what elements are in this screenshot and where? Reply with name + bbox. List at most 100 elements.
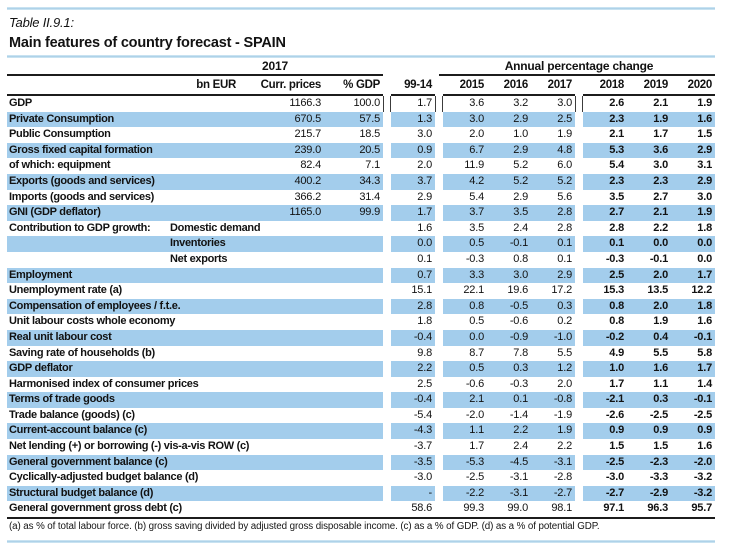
- column-gap: [383, 112, 391, 128]
- value-2020: 1.8: [697, 221, 712, 234]
- column-gap: [383, 127, 391, 143]
- column-gap: [383, 299, 391, 315]
- value-2018: 5.4: [609, 159, 624, 172]
- value-bn-eur: 1166.3: [289, 97, 321, 109]
- value-99-14: 0.1: [417, 252, 432, 265]
- value-2020: 0.9: [671, 423, 715, 440]
- value-pct-gdp: 99.9: [324, 205, 383, 221]
- table-row: Structural budget balance (d) - -2.2 -3.1 -2…: [7, 485, 715, 502]
- value-2017: 2.9: [531, 267, 575, 284]
- value-pct-gdp: 31.4: [359, 190, 380, 203]
- table-row: GDP 1166.3 100.0 1.7 3.6 3.2 3.0 2.6 2.1 1.9: [7, 96, 715, 112]
- value-2019: 2.2: [653, 221, 668, 234]
- value-99-14: -3.7: [413, 440, 432, 453]
- value-2018: 2.5: [583, 267, 627, 284]
- value-99-14: 2.9: [417, 190, 432, 203]
- value-2017: 0.2: [557, 315, 572, 328]
- value-2016: 2.2: [487, 423, 531, 440]
- column-gap: [435, 486, 443, 502]
- table-row: Trade balance (goods) (c) -5.4 -2.0 -1.4 -1.…: [7, 408, 715, 424]
- table-row: Real unit labour cost -0.4 0.0 -0.9 -1.0 -0.2…: [7, 329, 715, 346]
- value-2020: 3.1: [697, 159, 712, 172]
- value-pct-gdp: [324, 252, 383, 268]
- value-2020: 0.0: [697, 252, 712, 265]
- table-row: Harmonised index of consumer prices 2.5 -0…: [7, 377, 715, 393]
- table-row: of which: equipment 82.4 7.1 2.0 11.9 5.2 6.0 5…: [7, 158, 715, 174]
- value-2019: 2.0: [627, 298, 671, 315]
- value-2020: 1.7: [671, 267, 715, 284]
- value-bn-eur: [239, 283, 324, 299]
- value-pct-gdp: [324, 423, 383, 440]
- row-label: Terms of trade goods: [7, 392, 239, 408]
- value-2015: 8.7: [469, 346, 484, 359]
- value-2016: -0.3: [509, 377, 528, 390]
- value-2019: 0.3: [627, 392, 671, 408]
- table-row: Cyclically-adjusted budget balance (d) -3…: [7, 470, 715, 486]
- value-2015: 3.3: [443, 267, 487, 284]
- column-gap: [383, 283, 391, 299]
- value-2016: 2.9: [487, 111, 531, 128]
- column-gap: [383, 455, 391, 471]
- column-gap: [383, 252, 391, 268]
- value-2018: 1.7: [609, 377, 624, 390]
- header-rule-right: [439, 74, 715, 76]
- value-2015: 22.1: [463, 284, 484, 297]
- value-2016: -0.6: [509, 315, 528, 328]
- value-2018: 1.0: [583, 361, 627, 377]
- column-group-2017: 2017: [262, 59, 288, 73]
- value-99-14: 2.5: [417, 377, 432, 390]
- value-2017: 17.2: [551, 284, 572, 297]
- value-2018: 2.7: [583, 205, 627, 221]
- value-2020: 1.8: [671, 298, 715, 315]
- value-2015: 3.7: [443, 205, 487, 221]
- value-bn-eur: 1165.0: [239, 205, 324, 221]
- value-2020: -3.2: [671, 485, 715, 502]
- value-pct-gdp: [324, 329, 383, 346]
- value-2019: 2.0: [627, 267, 671, 284]
- column-gap: [435, 205, 443, 221]
- column-gap: [575, 455, 583, 471]
- value-2015: 2.0: [469, 128, 484, 141]
- value-pct-gdp: [324, 283, 383, 299]
- value-2016: 5.2: [513, 159, 528, 172]
- value-bn-eur: [239, 392, 324, 408]
- column-header-2020: 2020: [687, 79, 713, 91]
- value-2019: -2.3: [627, 454, 671, 471]
- column-gap: [435, 221, 443, 237]
- value-2018: 2.6: [609, 97, 624, 109]
- column-gap: [435, 470, 443, 486]
- value-2019: 3.0: [653, 159, 668, 172]
- column-gap: [383, 501, 391, 517]
- value-2017: 5.5: [557, 346, 572, 359]
- footnote: (a) as % of total labour force. (b) gros…: [9, 521, 600, 532]
- value-pct-gdp: [324, 485, 383, 502]
- value-2017: -1.0: [531, 329, 575, 346]
- value-2018: 2.1: [609, 128, 624, 141]
- value-2018: 5.3: [583, 142, 627, 159]
- value-2016: 0.3: [487, 361, 531, 377]
- column-gap: [575, 127, 583, 143]
- row-label: GDP: [9, 97, 32, 109]
- value-2018: -3.0: [605, 471, 624, 484]
- column-gap: [435, 236, 443, 252]
- value-bn-eur: [239, 439, 324, 455]
- column-gap: [383, 205, 391, 221]
- value-2019: 2.1: [627, 205, 671, 221]
- row-sublabel: Net exports: [170, 252, 228, 265]
- value-2020: -0.1: [671, 329, 715, 346]
- value-2019: -3.3: [649, 471, 668, 484]
- table-row: General government gross debt (c) 58.6 99.…: [7, 501, 715, 517]
- value-2018: -0.3: [605, 252, 624, 265]
- column-gap: [383, 486, 391, 502]
- value-2016: 2.9: [487, 142, 531, 159]
- value-2016: 5.2: [487, 173, 531, 190]
- row-label: Real unit labour cost: [7, 329, 239, 346]
- value-bn-eur: 215.7: [294, 128, 321, 141]
- value-2016: 99.0: [507, 502, 528, 515]
- value-2016: 2.4: [513, 440, 528, 453]
- value-2016: -4.5: [487, 454, 531, 471]
- value-pct-gdp: [324, 361, 383, 377]
- column-gap: [575, 346, 583, 362]
- column-gap: [435, 127, 443, 143]
- value-2017: 2.8: [531, 205, 575, 221]
